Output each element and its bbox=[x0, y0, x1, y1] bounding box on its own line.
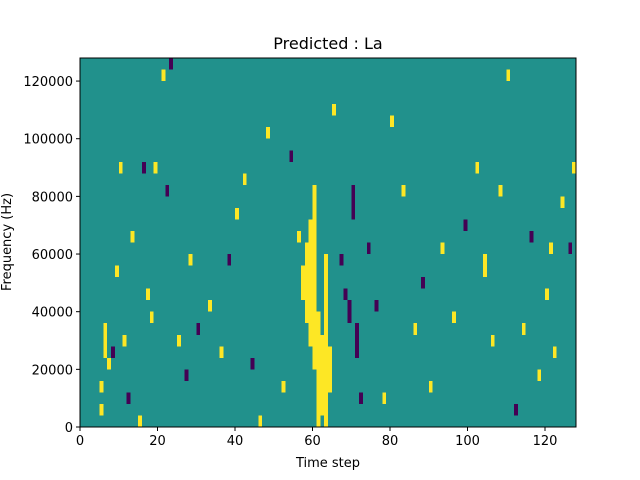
heatmap-cell bbox=[421, 277, 425, 289]
x-tick-label: 100 bbox=[455, 434, 480, 449]
heatmap-cell bbox=[297, 230, 301, 243]
heatmap-cell bbox=[266, 127, 270, 139]
y-tick-label: 100000 bbox=[23, 133, 73, 148]
heatmap-cell bbox=[359, 392, 363, 404]
heatmap-cell bbox=[111, 346, 115, 358]
heatmap-cell bbox=[165, 184, 170, 197]
heatmap-cell bbox=[281, 380, 286, 393]
y-tick-label: 0 bbox=[65, 421, 73, 436]
heatmap-cell bbox=[560, 196, 565, 208]
heatmap-cell bbox=[328, 346, 332, 393]
heatmap-cell bbox=[103, 323, 108, 358]
heatmap-cell bbox=[320, 334, 325, 416]
heatmap-cell bbox=[99, 380, 104, 393]
heatmap-cell bbox=[145, 288, 150, 301]
heatmap-cell bbox=[161, 69, 166, 82]
heatmap-cell bbox=[324, 254, 329, 427]
heatmap-cell bbox=[514, 403, 518, 416]
y-tick-label: 40000 bbox=[32, 306, 73, 321]
heatmap-cell bbox=[506, 69, 511, 82]
heatmap-cell bbox=[347, 300, 352, 324]
heatmap-cell bbox=[258, 415, 263, 427]
heatmap-cell bbox=[452, 311, 456, 324]
heatmap-cell bbox=[169, 58, 174, 70]
heatmap-cell bbox=[401, 184, 406, 197]
x-tick-label: 60 bbox=[304, 434, 321, 449]
y-tick-label: 120000 bbox=[23, 75, 73, 90]
heatmap-cell bbox=[142, 161, 146, 174]
heatmap-cell bbox=[413, 323, 418, 335]
heatmap-cell bbox=[219, 346, 224, 358]
heatmap-cells bbox=[99, 58, 577, 427]
heatmap-cell bbox=[227, 254, 232, 266]
heatmap-cell bbox=[149, 311, 154, 324]
heatmap-cell bbox=[355, 323, 360, 358]
x-tick-label: 120 bbox=[533, 434, 558, 449]
heatmap-cell bbox=[475, 161, 480, 174]
heatmap-cell bbox=[235, 207, 239, 220]
heatmap-cell bbox=[374, 300, 379, 312]
x-axis: 0 20 40 60 80 100 120 bbox=[76, 427, 558, 449]
heatmap-cell bbox=[99, 403, 104, 416]
heatmap-cell bbox=[343, 288, 348, 301]
heatmap-cell bbox=[242, 173, 247, 185]
heatmap-cell bbox=[122, 334, 127, 347]
plot-area bbox=[79, 57, 577, 428]
heatmap-cell bbox=[153, 161, 158, 174]
heatmap-cell bbox=[304, 242, 309, 324]
heatmap-cell bbox=[428, 380, 433, 393]
heatmap-cell bbox=[366, 242, 371, 255]
heatmap-cell bbox=[483, 254, 487, 278]
x-tick-label: 80 bbox=[382, 434, 399, 449]
heatmap-cell bbox=[552, 346, 557, 358]
chart-title: Predicted : La bbox=[273, 34, 382, 53]
heatmap-cell bbox=[207, 300, 212, 312]
heatmap-cell bbox=[498, 184, 503, 197]
x-tick-label: 0 bbox=[76, 434, 84, 449]
heatmap-cell bbox=[382, 392, 387, 404]
heatmap-cell bbox=[316, 311, 321, 427]
heatmap-cell bbox=[176, 334, 181, 347]
heatmap-cell bbox=[126, 392, 131, 404]
heatmap-cell bbox=[118, 161, 123, 174]
heatmap-cell bbox=[312, 184, 317, 370]
heatmap-cell bbox=[568, 242, 573, 255]
heatmap-cell bbox=[351, 184, 356, 220]
heatmap-cell bbox=[390, 115, 394, 128]
heatmap-cell bbox=[107, 357, 112, 370]
heatmap-cell bbox=[463, 219, 468, 231]
heatmap-cell bbox=[250, 357, 255, 370]
y-tick-label: 80000 bbox=[32, 190, 73, 205]
heatmap-cell bbox=[548, 242, 553, 255]
heatmap-cell bbox=[572, 161, 577, 174]
x-tick-label: 40 bbox=[227, 434, 244, 449]
x-axis-label: Time step bbox=[295, 456, 360, 471]
heatmap-cell bbox=[339, 254, 344, 266]
y-tick-label: 20000 bbox=[32, 363, 73, 378]
heatmap-cell bbox=[138, 415, 143, 427]
heatmap-cell bbox=[529, 230, 534, 243]
heatmap-cell bbox=[300, 265, 305, 301]
heatmap-cell bbox=[188, 254, 193, 266]
x-tick-label: 20 bbox=[149, 434, 166, 449]
heatmap-cell bbox=[331, 104, 336, 116]
heatmap-cell bbox=[440, 242, 445, 255]
y-axis: 0 20000 40000 60000 80000 100000 120000 bbox=[23, 75, 80, 436]
heatmap-cell bbox=[184, 369, 189, 381]
heatmap-cell bbox=[521, 323, 526, 335]
heatmap-cell bbox=[130, 230, 135, 243]
plot-frame bbox=[79, 57, 577, 428]
heatmap-cell bbox=[289, 150, 294, 162]
heatmap-cell bbox=[545, 288, 549, 301]
heatmap-cell bbox=[308, 219, 313, 347]
y-tick-label: 60000 bbox=[32, 248, 73, 263]
heatmap-cell bbox=[490, 334, 495, 347]
heatmap-cell bbox=[196, 323, 201, 335]
y-axis-label: Frequency (Hz) bbox=[0, 193, 15, 291]
heatmap-cell bbox=[114, 265, 119, 278]
heatmap-cell bbox=[537, 369, 542, 381]
